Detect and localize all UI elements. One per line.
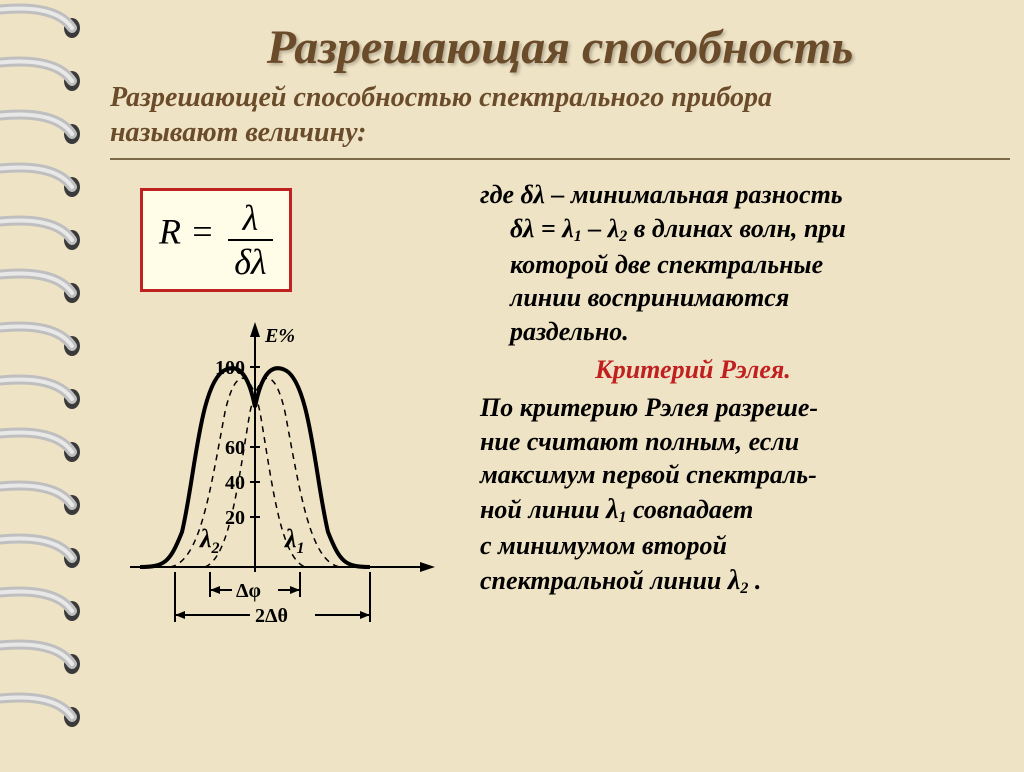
desc2-line3: максимум первой спектраль-	[480, 460, 817, 489]
svg-text:Δφ: Δφ	[236, 580, 261, 602]
desc2-line1: По критерию Рэлея разреше-	[480, 393, 818, 422]
y-ticks: 100 60 40 20	[215, 357, 260, 529]
rayleigh-graph: E% 100 60 40 20	[110, 312, 450, 647]
spiral-binding	[0, 0, 100, 767]
main-row: R = λ δλ E% 100	[110, 178, 1010, 647]
desc2-line2: ние считают полным, если	[480, 427, 799, 456]
two-delta-theta-bracket: 2Δθ	[175, 572, 370, 627]
desc-line1: где δλ – минимальная разность	[480, 180, 843, 209]
desc-line3: которой две спектральные	[480, 248, 846, 282]
svg-text:2Δθ: 2Δθ	[255, 605, 288, 627]
svg-text:40: 40	[225, 472, 245, 494]
delta-phi-bracket: Δφ	[210, 572, 300, 602]
formula-denominator: δλ	[228, 241, 272, 283]
desc2-line5: с минимумом второй	[480, 531, 727, 560]
subtitle-line1: Разрешающей способностью спектрального п…	[110, 82, 772, 113]
desc-line5: раздельно.	[480, 315, 846, 349]
left-column: R = λ δλ E% 100	[110, 178, 450, 647]
page-title: Разрешающая способность	[110, 20, 1010, 75]
formula-lhs: R =	[159, 212, 214, 252]
desc2-line4: ной линии λ1 совпадает	[480, 495, 753, 524]
slide-content: Разрешающая способность Разрешающей спос…	[110, 20, 1010, 647]
desc2-line6: спектральной линии λ2 .	[480, 566, 761, 595]
formula-box: R = λ δλ	[140, 188, 292, 292]
desc-line2: δλ = λ1 – λ2 в длинах волн, при	[480, 212, 846, 248]
criterion-heading: Критерий Рэлея.	[480, 349, 846, 391]
divider	[110, 158, 1010, 160]
subtitle: Разрешающей способностью спектрального п…	[110, 80, 1010, 150]
svg-text:20: 20	[225, 507, 245, 529]
desc-line4: линии воспринимаются	[480, 281, 846, 315]
formula-numerator: λ	[228, 197, 272, 241]
lambda1-label: λ1	[284, 524, 305, 557]
lambda2-label: λ2	[199, 524, 220, 557]
description: где δλ – минимальная разность δλ = λ1 – …	[450, 178, 846, 600]
subtitle-line2: называют величину:	[110, 117, 366, 148]
formula-fraction: λ δλ	[228, 197, 272, 283]
y-axis-label: E%	[264, 325, 295, 347]
svg-text:60: 60	[225, 437, 245, 459]
graph-svg: E% 100 60 40 20	[110, 312, 440, 642]
